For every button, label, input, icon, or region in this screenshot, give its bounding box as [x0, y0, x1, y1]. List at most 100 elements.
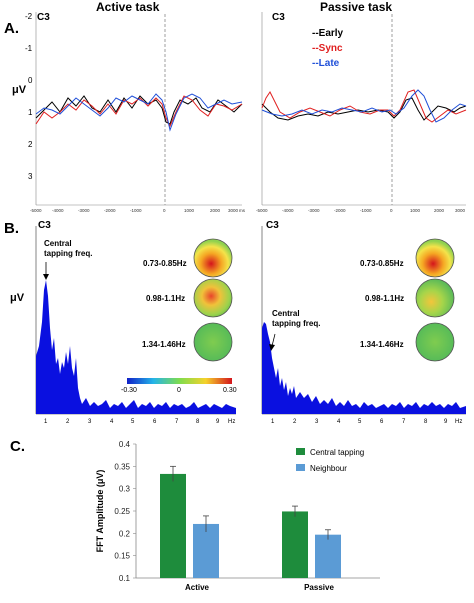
x-tick-label: 2000	[210, 208, 221, 213]
topomap-passive-1	[415, 238, 455, 278]
legend-early: --Early	[312, 28, 344, 39]
x-tick-label: 0	[390, 208, 393, 213]
x-tick-label: -5000	[30, 208, 42, 213]
y-tick-label: 0.35	[114, 462, 130, 471]
x-tick-label: 3000	[228, 208, 239, 213]
x-tick-label: 5	[131, 419, 135, 425]
passive-sync-trace	[261, 89, 467, 123]
x-tick-label: 6	[153, 419, 157, 425]
x-tick-label: 9	[444, 419, 448, 425]
x-tick-label: 3000	[455, 208, 466, 213]
freq-band-label: 0.73-0.85Hz	[143, 259, 187, 268]
y-tick-label: 2	[28, 140, 33, 149]
x-tick-label: -4000	[282, 208, 294, 213]
y-tick-label: -1	[25, 44, 33, 53]
x-tick-label: 7	[175, 419, 179, 425]
topomap-passive-2	[415, 278, 455, 318]
annotation-line: tapping freq.	[44, 249, 93, 258]
passive-early-trace	[261, 97, 467, 121]
x-unit-label: Hz	[455, 419, 462, 425]
y-axis-label: FFT Amplitude (μV)	[95, 470, 105, 553]
active-late-trace	[35, 93, 243, 132]
topomap-active-3	[193, 322, 233, 362]
x-category-label: Passive	[304, 583, 334, 592]
x-tick-label: 2000	[434, 208, 445, 213]
annotation-line: tapping freq.	[272, 319, 321, 328]
x-tick-label: 1	[44, 419, 48, 425]
x-tick-label: -1000	[360, 208, 372, 213]
panel-b-channel-left: C3	[38, 220, 51, 231]
x-tick-label: 4	[337, 419, 341, 425]
y-tick-label: 0	[28, 76, 33, 85]
freq-band-label: 0.98-1.1Hz	[146, 294, 186, 303]
x-tick-label: 3	[315, 419, 319, 425]
legend-sync: --Sync	[312, 43, 343, 54]
x-tick-label: 7	[402, 419, 406, 425]
x-tick-label: 5	[358, 419, 362, 425]
y-tick-label: 0.4	[119, 440, 131, 449]
panel-a-ylabel: μV	[12, 84, 27, 96]
y-tick-label: 0.3	[119, 485, 131, 494]
passive-spectrum-area	[262, 322, 466, 414]
x-tick-label: 2	[66, 419, 70, 425]
colorbar	[127, 378, 232, 384]
panel-b-ylabel: μV	[10, 292, 25, 304]
panel-b-channel-right: C3	[266, 220, 279, 231]
bar-central-tapping-passive	[282, 511, 308, 578]
y-tick-label: 0.15	[114, 552, 130, 561]
active-spectrum-area	[36, 280, 236, 414]
legend-late: --Late	[312, 58, 340, 69]
x-tick-label: -2000	[334, 208, 346, 213]
x-tick-label: ms	[239, 208, 246, 213]
x-unit-label: Hz	[228, 419, 235, 425]
passive-late-trace	[261, 89, 467, 123]
legend-swatch	[296, 448, 305, 455]
bar-central-tapping-active	[160, 473, 186, 578]
y-tick-label: 0.2	[119, 529, 131, 538]
legend-label: Neighbour	[310, 464, 347, 473]
x-tick-label: -2000	[104, 208, 116, 213]
freq-band-label: 1.34-1.46Hz	[360, 340, 404, 349]
central-tapping-annotation-right: Central tapping freq.	[272, 309, 320, 329]
active-task-title: Active task	[96, 0, 160, 14]
y-tick-label: 0.1	[119, 574, 131, 583]
panel-a-channel-right: C3	[272, 12, 285, 23]
x-category-label: Active	[185, 583, 210, 592]
topomap-passive-3	[415, 322, 455, 362]
x-tick-label: 3	[88, 419, 92, 425]
x-tick-label: 8	[196, 419, 200, 425]
x-tick-label: 1000	[410, 208, 421, 213]
passive-task-title: Passive task	[320, 0, 393, 14]
annotation-line: Central	[44, 239, 72, 248]
panel-c-bar-chart: 0.1 0.15 0.2 0.25 0.3 0.35 0.4 FFT Amplitude (μ…	[95, 440, 380, 592]
panel-c-letter: C.	[10, 438, 25, 455]
x-tick-label: 1	[271, 419, 275, 425]
colorbar-mid-label: 0	[177, 387, 181, 394]
x-tick-label: -4000	[52, 208, 64, 213]
colorbar-max-label: 0.30	[223, 387, 237, 394]
panel-a-letter: A.	[4, 20, 19, 37]
x-tick-label: 4	[110, 419, 114, 425]
legend-label: Central tapping	[310, 448, 364, 457]
freq-band-label: 1.34-1.46Hz	[142, 340, 186, 349]
x-tick-label: 2	[293, 419, 297, 425]
bar-neighbour-active	[193, 523, 219, 578]
panel-b-letter: B.	[4, 220, 19, 237]
y-tick-label: -2	[25, 12, 33, 21]
y-tick-label: 3	[28, 172, 33, 181]
bar-neighbour-passive	[315, 534, 341, 578]
x-tick-label: 0	[163, 208, 166, 213]
freq-band-label: 0.98-1.1Hz	[365, 294, 405, 303]
active-early-trace	[35, 95, 243, 125]
x-tick-label: -5000	[256, 208, 268, 213]
x-tick-label: -3000	[308, 208, 320, 213]
x-tick-label: 9	[216, 419, 220, 425]
annotation-line: Central	[272, 309, 300, 318]
panel-a-channel-left: C3	[37, 12, 50, 23]
panel-b-spectrum-plots: -0.30 0 0.30 1 2 3 4 5 6 7 8 9 Hz 1 2 3 …	[35, 226, 466, 425]
x-tick-label: 8	[424, 419, 428, 425]
panel-a-erp-plots: -5000 -4000 -3000 -2000 -1000 0 1000 200…	[30, 12, 467, 213]
y-tick-label: 0.25	[114, 507, 130, 516]
topomap-active-2	[193, 278, 233, 318]
x-tick-label: -3000	[78, 208, 90, 213]
